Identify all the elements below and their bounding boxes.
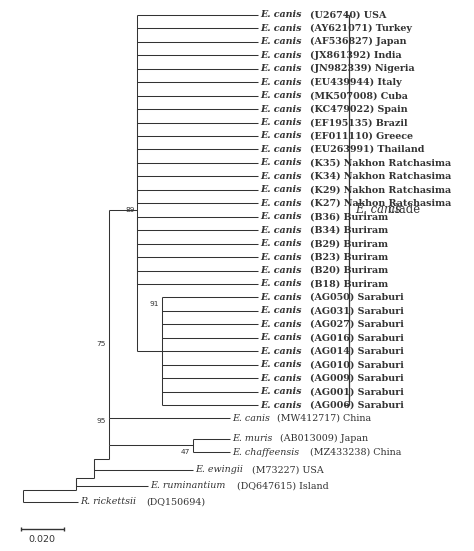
- Text: (MK507008) Cuba: (MK507008) Cuba: [310, 91, 408, 100]
- Text: (MZ433238) China: (MZ433238) China: [310, 447, 401, 457]
- Text: (B29) Buriram: (B29) Buriram: [310, 239, 388, 248]
- Text: (EU263991) Thailand: (EU263991) Thailand: [310, 145, 425, 154]
- Text: E. canis: E. canis: [260, 37, 305, 46]
- Text: (AG016) Saraburi: (AG016) Saraburi: [310, 333, 404, 342]
- Text: (M73227) USA: (M73227) USA: [252, 465, 323, 474]
- Text: E. canis: E. canis: [260, 199, 305, 208]
- Text: E. canis: E. canis: [260, 158, 305, 168]
- Text: E. ewingii: E. ewingii: [195, 465, 246, 474]
- Text: E. canis: E. canis: [260, 51, 305, 60]
- Text: (AG009) Saraburi: (AG009) Saraburi: [310, 374, 404, 382]
- Text: clade: clade: [384, 203, 420, 217]
- Text: E. canis: E. canis: [260, 387, 305, 396]
- Text: (B34) Buriram: (B34) Buriram: [310, 226, 389, 235]
- Text: E. canis: E. canis: [260, 374, 305, 382]
- Text: (EF011110) Greece: (EF011110) Greece: [310, 132, 413, 141]
- Text: 91: 91: [150, 301, 159, 307]
- Text: 89: 89: [125, 207, 135, 213]
- Text: E. canis: E. canis: [232, 414, 273, 423]
- Text: E. canis: E. canis: [260, 10, 305, 19]
- Text: (AF536827) Japan: (AF536827) Japan: [310, 37, 407, 46]
- Text: (AG027) Saraburi: (AG027) Saraburi: [310, 320, 404, 329]
- Text: E. canis: E. canis: [260, 172, 305, 181]
- Text: (K34) Nakhon Ratchasima: (K34) Nakhon Ratchasima: [310, 172, 452, 181]
- Text: 75: 75: [97, 342, 106, 348]
- Text: (DQ647615) Island: (DQ647615) Island: [237, 481, 329, 490]
- Text: (AG006) Saraburi: (AG006) Saraburi: [310, 401, 404, 409]
- Text: R. rickettsii: R. rickettsii: [80, 498, 139, 506]
- Text: E. canis: E. canis: [260, 306, 305, 315]
- Text: E. canis: E. canis: [355, 203, 401, 217]
- Text: E. canis: E. canis: [260, 64, 305, 73]
- Text: E. canis: E. canis: [260, 279, 305, 289]
- Text: (EU439944) Italy: (EU439944) Italy: [310, 78, 402, 87]
- Text: (JX861392) India: (JX861392) India: [310, 51, 402, 60]
- Text: (B36) Buriram: (B36) Buriram: [310, 212, 389, 221]
- Text: E. ruminantium: E. ruminantium: [150, 481, 228, 490]
- Text: E. canis: E. canis: [260, 293, 305, 302]
- Text: (B20) Buriram: (B20) Buriram: [310, 266, 389, 275]
- Text: (JN982339) Nigeria: (JN982339) Nigeria: [310, 64, 415, 73]
- Text: (AG010) Saraburi: (AG010) Saraburi: [310, 360, 404, 369]
- Text: E. canis: E. canis: [260, 333, 305, 342]
- Text: E. canis: E. canis: [260, 145, 305, 154]
- Text: E. canis: E. canis: [260, 132, 305, 141]
- Text: E. canis: E. canis: [260, 24, 305, 33]
- Text: (K35) Nakhon Ratchasima: (K35) Nakhon Ratchasima: [310, 158, 451, 168]
- Text: (AG014) Saraburi: (AG014) Saraburi: [310, 347, 404, 356]
- Text: (AG050) Saraburi: (AG050) Saraburi: [310, 293, 404, 302]
- Text: E. canis: E. canis: [260, 252, 305, 262]
- Text: E. chaffeensis: E. chaffeensis: [232, 447, 302, 457]
- Text: (K29) Nakhon Ratchasima: (K29) Nakhon Ratchasima: [310, 185, 451, 195]
- Text: E. canis: E. canis: [260, 320, 305, 329]
- Text: 47: 47: [181, 449, 190, 455]
- Text: (AY621071) Turkey: (AY621071) Turkey: [310, 24, 412, 33]
- Text: E. canis: E. canis: [260, 212, 305, 221]
- Text: (AG031) Saraburi: (AG031) Saraburi: [310, 306, 404, 315]
- Text: E. canis: E. canis: [260, 185, 305, 195]
- Text: E. canis: E. canis: [260, 91, 305, 100]
- Text: (KC479022) Spain: (KC479022) Spain: [310, 105, 408, 114]
- Text: E. canis: E. canis: [260, 239, 305, 248]
- Text: E. canis: E. canis: [260, 266, 305, 275]
- Text: E. muris: E. muris: [232, 434, 275, 443]
- Text: (EF195135) Brazil: (EF195135) Brazil: [310, 118, 408, 127]
- Text: 95: 95: [97, 418, 106, 424]
- Text: (AB013009) Japan: (AB013009) Japan: [280, 434, 368, 443]
- Text: (B18) Buriram: (B18) Buriram: [310, 279, 389, 289]
- Text: E. canis: E. canis: [260, 118, 305, 127]
- Text: (MW412717) China: (MW412717) China: [277, 414, 372, 423]
- Text: E. canis: E. canis: [260, 360, 305, 369]
- Text: E. canis: E. canis: [260, 226, 305, 235]
- Text: E. canis: E. canis: [260, 347, 305, 356]
- Text: 0.020: 0.020: [28, 536, 55, 544]
- Text: (K27) Nakhon Ratchasima: (K27) Nakhon Ratchasima: [310, 199, 452, 208]
- Text: E. canis: E. canis: [260, 78, 305, 87]
- Text: (AG001) Saraburi: (AG001) Saraburi: [310, 387, 404, 396]
- Text: E. canis: E. canis: [260, 105, 305, 114]
- Text: (DQ150694): (DQ150694): [146, 498, 205, 506]
- Text: E. canis: E. canis: [260, 401, 305, 409]
- Text: (B23) Buriram: (B23) Buriram: [310, 252, 389, 262]
- Text: (U26740) USA: (U26740) USA: [310, 10, 387, 19]
